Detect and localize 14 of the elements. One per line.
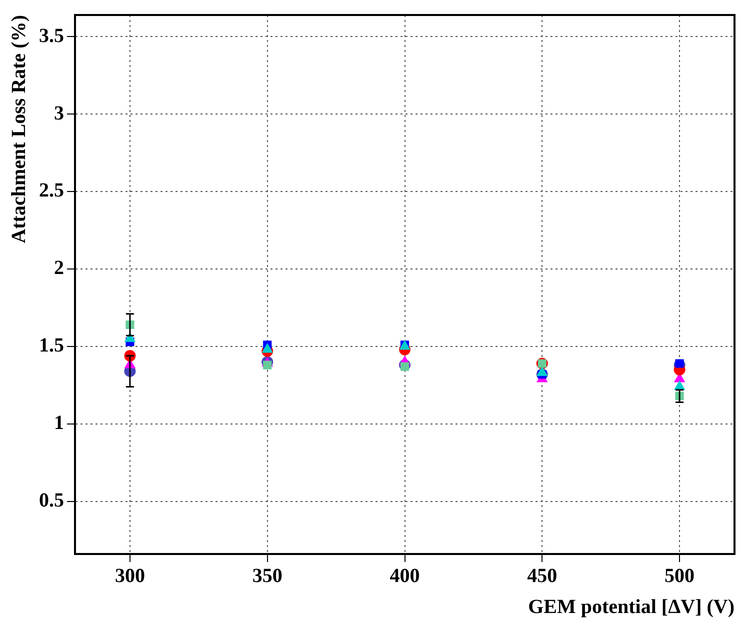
x-tick-label: 400 (390, 565, 420, 588)
y-axis-title: Attachment Loss Rate (%) (8, 15, 30, 244)
y-tick-label: 3.5 (39, 24, 64, 47)
y-tick-label: 2 (54, 257, 64, 280)
y-tick-label: 1 (54, 412, 64, 434)
y-tick-label: 2.5 (39, 180, 64, 202)
y-tick-label: 3 (54, 102, 64, 124)
x-tick-label: 350 (252, 565, 282, 588)
x-tick-label: 450 (527, 565, 558, 588)
x-tick-label: 500 (664, 565, 695, 588)
y-tick-label: 1.5 (39, 334, 64, 357)
x-tick-label: 300 (114, 565, 145, 588)
y-tick-label: 0.5 (39, 490, 64, 512)
x-axis-title: GEM potential [ΔV] (V) (528, 596, 734, 618)
